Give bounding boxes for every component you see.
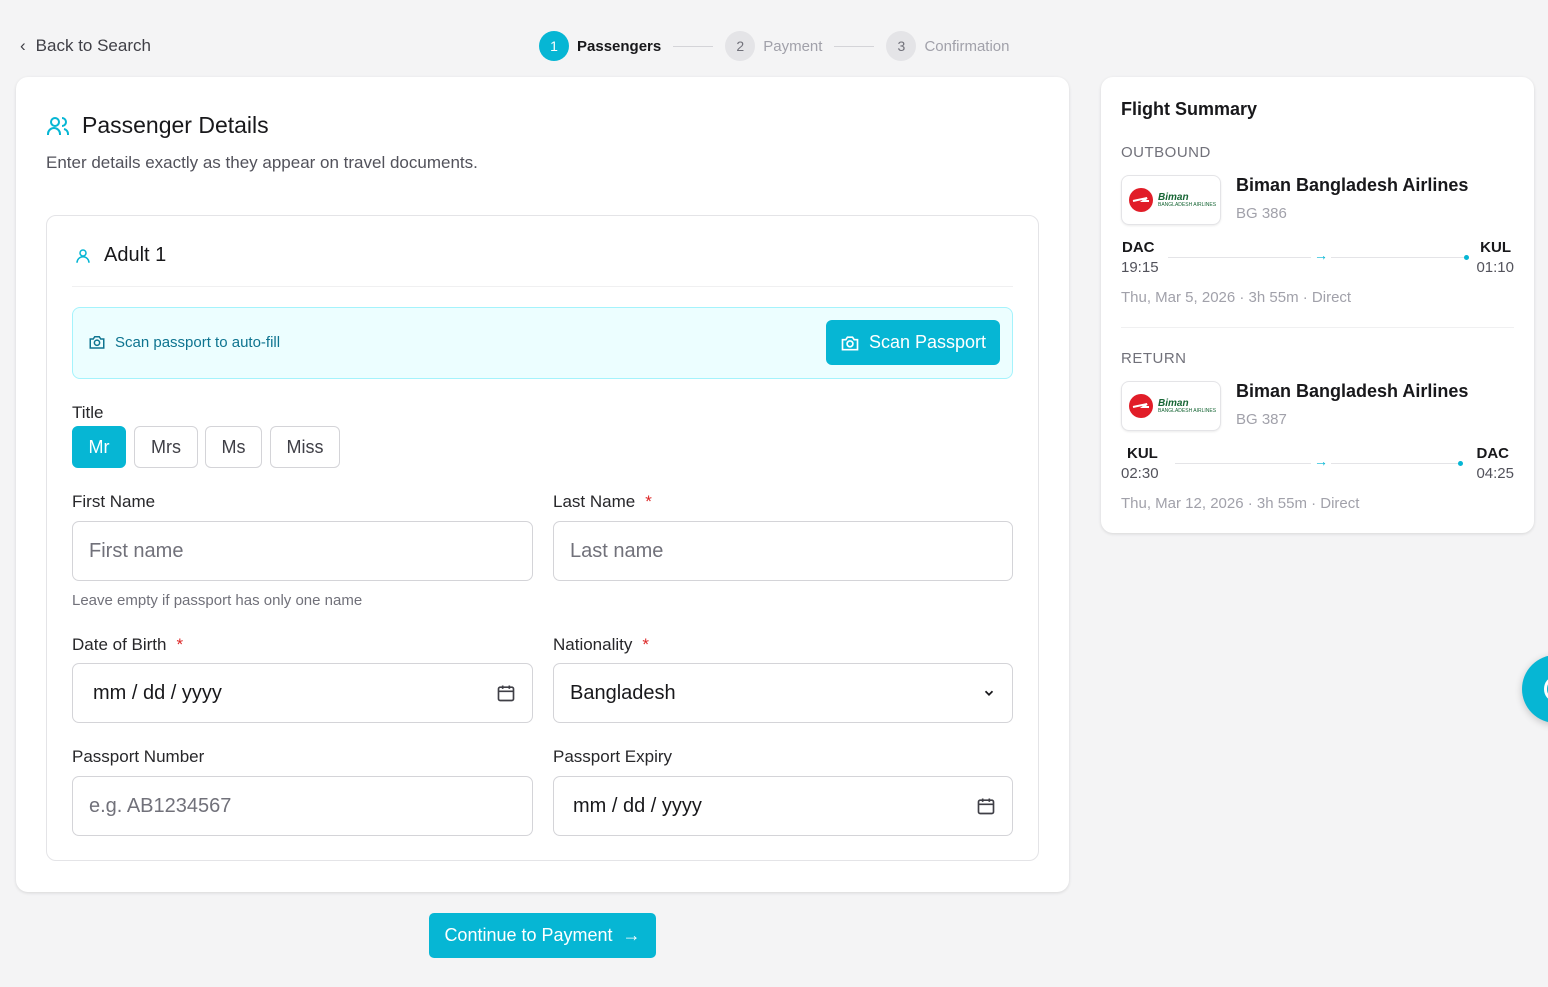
nationality-select[interactable]: Bangladesh <box>553 663 1013 723</box>
flight-number: BG 387 <box>1236 411 1287 428</box>
passenger-card <box>46 215 1039 861</box>
passport-expiry-label: Passport Expiry <box>553 747 673 766</box>
required-marker: * <box>645 492 652 511</box>
user-icon <box>76 248 90 263</box>
page-subtitle: Enter details exactly as they appear on … <box>46 153 478 172</box>
arrow-right-icon: → <box>1311 247 1331 263</box>
required-marker: * <box>176 635 184 654</box>
selected-value: Bangladesh <box>570 681 676 704</box>
airline-name: Biman Bangladesh Airlines <box>1236 175 1469 195</box>
step-passengers: 1 Passengers <box>539 31 661 61</box>
first-name-input[interactable]: First name <box>72 521 533 581</box>
date-placeholder: mm / dd / yyyy <box>93 681 222 704</box>
label-text: Nationality <box>553 635 633 654</box>
calendar-icon[interactable] <box>976 796 996 816</box>
chevron-left-icon: ‹ <box>20 36 26 55</box>
users-icon <box>47 116 69 135</box>
departure-time: 02:30 <box>1121 465 1159 482</box>
arrow-right-icon: → <box>1311 453 1331 469</box>
step-divider <box>834 45 875 47</box>
summary-title: Flight Summary <box>1121 99 1258 119</box>
biman-logo-icon <box>1129 188 1153 212</box>
first-name-hint: Leave empty if passport has only one nam… <box>72 592 363 609</box>
dob-label: Date of Birth * <box>72 635 183 655</box>
airline-logo: Biman BANGLADESH AIRLINES <box>1121 381 1221 431</box>
stepper: 1 Passengers 2 Payment 3 Confirmation <box>539 31 1009 61</box>
chevron-down-icon <box>984 690 994 696</box>
label-text: Date of Birth <box>72 635 167 654</box>
last-name-input[interactable]: Last name <box>553 521 1013 581</box>
nationality-label: Nationality * <box>553 635 649 655</box>
step-number: 2 <box>725 31 756 61</box>
airline-logo: Biman BANGLADESH AIRLINES <box>1121 175 1221 225</box>
arrival-time: 01:10 <box>1476 259 1514 276</box>
step-number: 1 <box>539 31 569 61</box>
return-label: RETURN <box>1121 350 1187 367</box>
destination-code: KUL <box>1480 239 1511 256</box>
passport-expiry-input[interactable]: mm / dd / yyyy <box>553 776 1013 836</box>
chat-fab-button[interactable] <box>1522 655 1548 723</box>
origin-code: DAC <box>1122 239 1155 256</box>
button-label: Continue to Payment <box>444 925 613 945</box>
airline-name: Biman Bangladesh Airlines <box>1236 381 1469 401</box>
outbound-label: OUTBOUND <box>1121 144 1211 161</box>
scan-button-label: Scan Passport <box>868 332 987 352</box>
scan-hint-text: Scan passport to auto-fill <box>115 333 281 351</box>
passport-number-input[interactable]: e.g. AB1234567 <box>72 776 533 836</box>
biman-logo-icon <box>1129 394 1153 418</box>
placeholder: First name <box>89 539 184 562</box>
step-label: Passengers <box>577 37 662 55</box>
scan-passport-button[interactable]: Scan Passport <box>826 320 1000 365</box>
continue-to-payment-button[interactable]: Continue to Payment → <box>429 913 656 958</box>
arrival-time: 04:25 <box>1476 465 1514 482</box>
arrival-dot <box>1464 255 1469 260</box>
last-name-label: Last Name * <box>553 492 652 512</box>
calendar-icon[interactable] <box>496 683 516 703</box>
step-payment: 2 Payment <box>725 31 822 61</box>
title-option-miss[interactable]: Miss <box>270 426 340 468</box>
flight-meta: Thu, Mar 12, 2026 · 3h 55m · Direct <box>1121 495 1360 512</box>
step-label: Confirmation <box>924 37 1010 55</box>
step-confirmation: 3 Confirmation <box>886 31 1009 61</box>
title-option-mrs[interactable]: Mrs <box>134 426 198 468</box>
divider <box>1121 327 1514 328</box>
date-placeholder: mm / dd / yyyy <box>573 794 702 817</box>
title-option-ms[interactable]: Ms <box>205 426 262 468</box>
scan-hint: Scan passport to auto-fill <box>88 333 280 351</box>
divider <box>72 286 1013 287</box>
step-label: Payment <box>763 37 823 55</box>
arrow-right-icon: → <box>622 925 641 945</box>
chat-icon <box>1544 677 1548 701</box>
passenger-heading: Adult 1 <box>74 244 166 267</box>
passport-number-label: Passport Number <box>72 747 205 766</box>
title-label: Title <box>72 403 104 422</box>
origin-code: KUL <box>1127 445 1158 462</box>
step-number: 3 <box>886 31 917 61</box>
dob-input[interactable]: mm / dd / yyyy <box>72 663 533 723</box>
camera-icon <box>841 335 859 350</box>
departure-time: 19:15 <box>1121 259 1159 276</box>
passenger-label: Adult 1 <box>104 244 167 266</box>
flight-number: BG 386 <box>1236 205 1287 222</box>
flight-meta: Thu, Mar 5, 2026 · 3h 55m · Direct <box>1121 289 1352 306</box>
step-divider <box>673 45 714 47</box>
destination-code: DAC <box>1476 445 1510 462</box>
back-to-search-link[interactable]: ‹ Back to Search <box>20 36 151 55</box>
camera-icon <box>89 336 105 349</box>
label-text: Last Name <box>553 492 636 511</box>
title-text: Passenger Details <box>82 112 269 138</box>
placeholder: Last name <box>570 539 664 562</box>
passenger-form-card <box>16 77 1069 892</box>
page-title: Passenger Details <box>46 112 269 139</box>
title-option-mr[interactable]: Mr <box>72 426 126 468</box>
required-marker: * <box>642 635 649 654</box>
arrival-dot <box>1458 461 1463 466</box>
placeholder: e.g. AB1234567 <box>89 794 232 817</box>
first-name-label: First Name <box>72 492 156 511</box>
